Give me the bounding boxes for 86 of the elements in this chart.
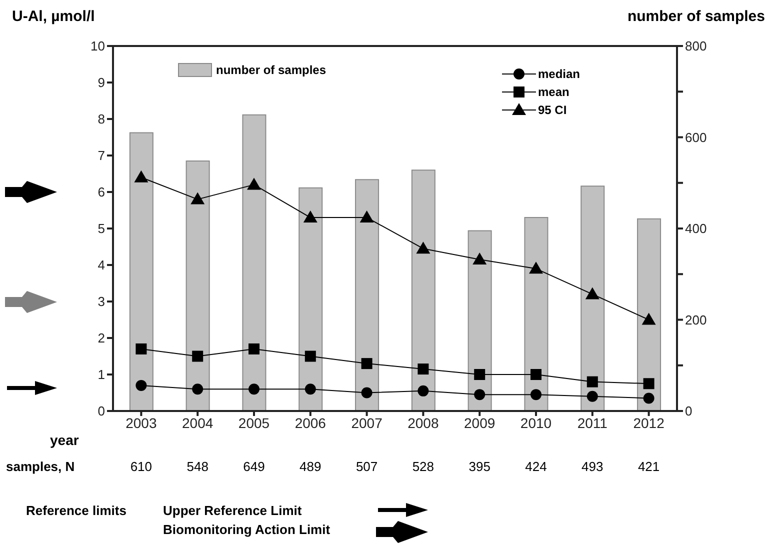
legend-label: median	[537, 67, 580, 81]
x-axis-title: year	[50, 432, 79, 448]
point	[529, 262, 543, 274]
data-label: 610	[129, 459, 154, 474]
y-tick-label: 9	[98, 75, 105, 90]
point	[136, 343, 147, 354]
x-tick-label: 2008	[408, 414, 439, 431]
legend-label: 95 CI	[537, 103, 567, 117]
point	[474, 369, 486, 380]
data-label: 424	[524, 459, 548, 474]
y-axis-title: U-Al, µmol/l	[12, 8, 95, 25]
point	[134, 170, 148, 182]
text: Biomonitoring Action Limit	[163, 522, 330, 537]
data-label: 548	[186, 459, 210, 474]
data-label: 528	[411, 459, 436, 474]
point	[643, 378, 654, 390]
data-label: 395	[468, 459, 492, 474]
point	[585, 287, 600, 300]
x-tick-label: 2012	[633, 414, 665, 431]
y2-tick-label: 0	[685, 404, 692, 419]
y-tick-label: 0	[98, 404, 105, 419]
point	[248, 384, 260, 395]
y-tick-label: 4	[98, 258, 105, 273]
point	[136, 380, 147, 391]
x-tick-label: 2011	[577, 414, 608, 431]
y2-tick-label: 400	[685, 221, 707, 236]
bar	[186, 160, 210, 411]
y-tick-label: 3	[98, 294, 105, 310]
data-label: 507	[354, 459, 379, 474]
legend-label: mean	[537, 85, 570, 99]
y-tick-label: 6	[98, 184, 105, 200]
data-label: 649	[242, 459, 266, 474]
bar	[580, 186, 605, 411]
point	[586, 376, 598, 388]
point	[416, 242, 430, 254]
point	[247, 178, 261, 190]
point	[361, 358, 372, 370]
data-label: 493	[580, 459, 604, 474]
point	[192, 384, 204, 395]
point	[643, 392, 654, 404]
data-label: 421	[636, 459, 661, 474]
data-label: 489	[298, 459, 322, 474]
x-tick-label: 2005	[238, 414, 270, 431]
x-tick-label: 2009	[464, 414, 496, 431]
point	[530, 369, 542, 380]
bar	[242, 114, 266, 411]
y-tick-label: 8	[98, 112, 105, 127]
bar	[355, 179, 380, 411]
bar	[129, 132, 154, 411]
point	[642, 312, 656, 325]
point	[530, 389, 542, 400]
point	[472, 252, 487, 265]
x-tick-label: 2004	[182, 414, 214, 431]
point	[360, 210, 374, 223]
bar	[637, 218, 662, 411]
y2-tick-label: 800	[685, 38, 707, 54]
y-tick-label: 2	[98, 330, 105, 346]
bar	[298, 187, 323, 411]
y2-tick-label: 600	[685, 130, 707, 145]
point	[303, 210, 318, 223]
y-tick-label: 1	[98, 367, 105, 382]
y-tick-label: 5	[98, 221, 105, 236]
point	[304, 384, 316, 395]
x-tick-label: 2006	[294, 414, 326, 431]
point	[192, 350, 204, 362]
point	[474, 389, 486, 400]
y-tick-label: 7	[98, 148, 105, 164]
point	[586, 390, 598, 402]
point	[190, 192, 205, 204]
y-tick-label: 10	[90, 38, 105, 54]
text: samples, N	[6, 459, 75, 474]
point	[304, 350, 316, 362]
point	[418, 364, 429, 375]
text: Upper Reference Limit	[163, 503, 302, 518]
x-tick-label: 2010	[520, 414, 552, 431]
point	[248, 343, 260, 354]
x-tick-label: 2003	[126, 414, 157, 431]
y2-tick-label: 200	[685, 312, 707, 328]
point	[361, 387, 372, 398]
text: Reference limits	[26, 503, 126, 518]
bar	[411, 170, 436, 411]
legend-label: number of samples	[215, 63, 326, 77]
y2-axis-title: number of samples	[627, 8, 765, 25]
x-tick-label: 2007	[351, 414, 383, 431]
point	[418, 385, 429, 396]
bar	[468, 230, 492, 411]
